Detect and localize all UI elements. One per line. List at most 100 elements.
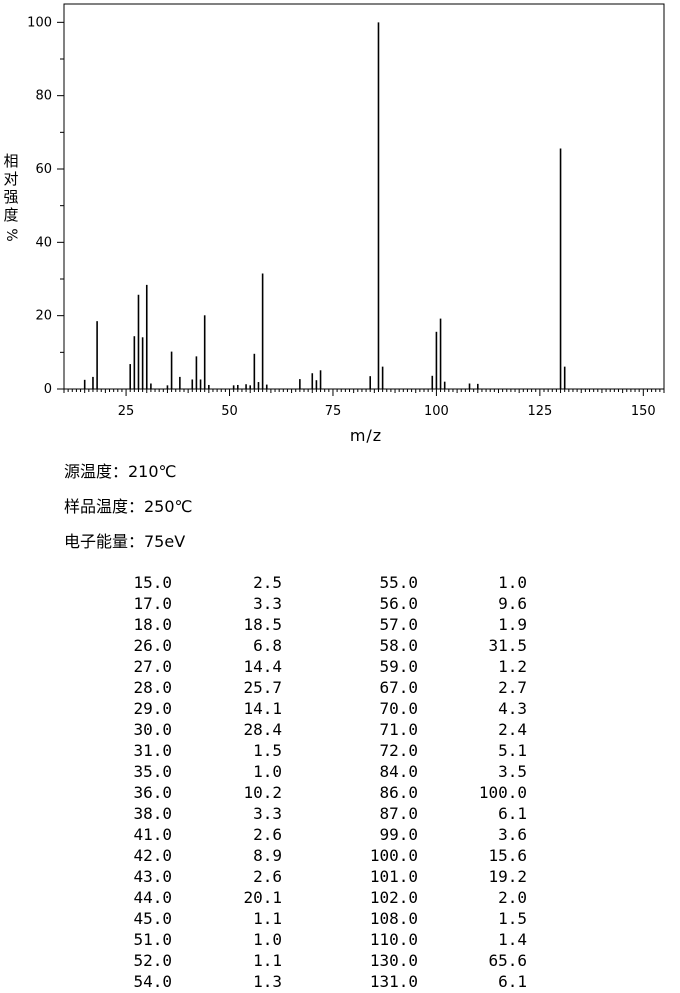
x-tick-label: 75 xyxy=(325,404,342,419)
peak-intensity: 2.0 xyxy=(498,888,527,907)
peak-mz: 36.0 xyxy=(133,783,172,802)
peak-mz: 30.0 xyxy=(133,720,172,739)
x-tick-label: 100 xyxy=(424,404,449,419)
peak-mz: 100.0 xyxy=(369,846,418,865)
peak-mz: 54.0 xyxy=(133,972,172,991)
peak-mz: 57.0 xyxy=(379,615,418,634)
mass-spectrum-chart: 25 50 75 100 125 150 0 20 40 60 80 100 xyxy=(27,3,665,419)
peak-mz: 38.0 xyxy=(133,804,172,823)
peak-mz: 51.0 xyxy=(133,930,172,949)
peak-intensity: 19.2 xyxy=(488,867,527,886)
peak-mz: 102.0 xyxy=(369,888,418,907)
peak-intensity: 6.1 xyxy=(498,804,527,823)
peak-mz: 42.0 xyxy=(133,846,172,865)
peak-intensity: 3.5 xyxy=(498,762,527,781)
peak-mz: 110.0 xyxy=(369,930,418,949)
y-tick-label: 60 xyxy=(35,162,52,177)
peak-intensity: 14.4 xyxy=(243,657,282,676)
peak-intensity: 1.1 xyxy=(253,909,282,928)
peak-intensity: 14.1 xyxy=(243,699,282,718)
x-tick-label: 50 xyxy=(221,404,238,419)
peak-intensity: 10.2 xyxy=(243,783,282,802)
peak-mz: 101.0 xyxy=(369,867,418,886)
peak-intensity: 6.1 xyxy=(498,972,527,991)
plot-frame xyxy=(63,3,665,390)
source-temperature: 源温度：210℃ xyxy=(64,462,177,481)
peak-mz: 15.0 xyxy=(133,573,172,592)
peak-intensity: 2.6 xyxy=(253,867,282,886)
peak-intensity: 1.0 xyxy=(253,930,282,949)
peak-intensity: 1.2 xyxy=(498,657,527,676)
peak-intensity: 3.6 xyxy=(498,825,527,844)
peak-mz: 99.0 xyxy=(379,825,418,844)
peak-mz: 130.0 xyxy=(369,951,418,970)
peak-intensity: 1.1 xyxy=(253,951,282,970)
peak-intensity: 1.5 xyxy=(498,909,527,928)
peak-mz: 72.0 xyxy=(379,741,418,760)
peak-mz: 70.0 xyxy=(379,699,418,718)
peak-mz: 108.0 xyxy=(369,909,418,928)
sample-temperature: 样品温度：250℃ xyxy=(64,497,193,516)
x-tick-label: 125 xyxy=(527,404,552,419)
peak-mz: 131.0 xyxy=(369,972,418,991)
peak-intensity: 1.5 xyxy=(253,741,282,760)
peak-mz: 44.0 xyxy=(133,888,172,907)
peak-mz: 59.0 xyxy=(379,657,418,676)
y-tick-label: 40 xyxy=(35,235,52,250)
peak-intensity: 25.7 xyxy=(243,678,282,697)
x-tick-label: 150 xyxy=(631,404,656,419)
peak-intensity: 15.6 xyxy=(488,846,527,865)
peak-intensity: 1.9 xyxy=(498,615,527,634)
peak-mz: 29.0 xyxy=(133,699,172,718)
peak-intensity: 5.1 xyxy=(498,741,527,760)
peak-intensity: 1.3 xyxy=(253,972,282,991)
peak-mz: 67.0 xyxy=(379,678,418,697)
peak-intensity: 1.0 xyxy=(498,573,527,592)
peak-intensity: 1.0 xyxy=(253,762,282,781)
x-axis-label: m/z xyxy=(349,426,383,445)
y-axis-label: 相对强度 % xyxy=(2,152,20,244)
peak-mz: 43.0 xyxy=(133,867,172,886)
peak-mz: 17.0 xyxy=(133,594,172,613)
peak-intensity: 20.1 xyxy=(243,888,282,907)
peak-intensity: 2.6 xyxy=(253,825,282,844)
peak-mz: 45.0 xyxy=(133,909,172,928)
peak-intensity: 31.5 xyxy=(488,636,527,655)
peak-mz: 41.0 xyxy=(133,825,172,844)
peak-intensity: 8.9 xyxy=(253,846,282,865)
peak-mz: 31.0 xyxy=(133,741,172,760)
peak-mz: 55.0 xyxy=(379,573,418,592)
peak-mz: 35.0 xyxy=(133,762,172,781)
x-tick-label: 25 xyxy=(118,404,135,419)
peak-intensity: 2.5 xyxy=(253,573,282,592)
y-axis-label-text: 相对强度 xyxy=(3,152,19,224)
peak-mz: 84.0 xyxy=(379,762,418,781)
peak-intensity: 6.8 xyxy=(253,636,282,655)
peak-intensity: 3.3 xyxy=(253,804,282,823)
y-tick-label: 0 xyxy=(44,382,52,397)
y-axis-label-unit: % xyxy=(3,228,19,242)
peak-intensity: 18.5 xyxy=(243,615,282,634)
peak-mz: 86.0 xyxy=(379,783,418,802)
peak-intensity: 100.0 xyxy=(478,783,527,802)
peak-mz: 71.0 xyxy=(379,720,418,739)
peak-mz: 26.0 xyxy=(133,636,172,655)
peak-mz: 27.0 xyxy=(133,657,172,676)
peak-mz: 28.0 xyxy=(133,678,172,697)
y-tick-label: 80 xyxy=(35,89,52,104)
peak-mz: 58.0 xyxy=(379,636,418,655)
peak-mz: 52.0 xyxy=(133,951,172,970)
peak-intensity: 1.4 xyxy=(498,930,527,949)
peak-intensity: 9.6 xyxy=(498,594,527,613)
peak-intensity: 2.7 xyxy=(498,678,527,697)
peak-mz: 56.0 xyxy=(379,594,418,613)
electron-energy: 电子能量：75eV xyxy=(64,532,186,551)
peak-mz: 87.0 xyxy=(379,804,418,823)
peak-intensity: 4.3 xyxy=(498,699,527,718)
y-tick-label: 20 xyxy=(35,309,52,324)
peak-intensity: 65.6 xyxy=(488,951,527,970)
peak-intensity: 2.4 xyxy=(498,720,527,739)
peak-intensity: 28.4 xyxy=(243,720,282,739)
peak-mz: 18.0 xyxy=(133,615,172,634)
peak-intensity: 3.3 xyxy=(253,594,282,613)
